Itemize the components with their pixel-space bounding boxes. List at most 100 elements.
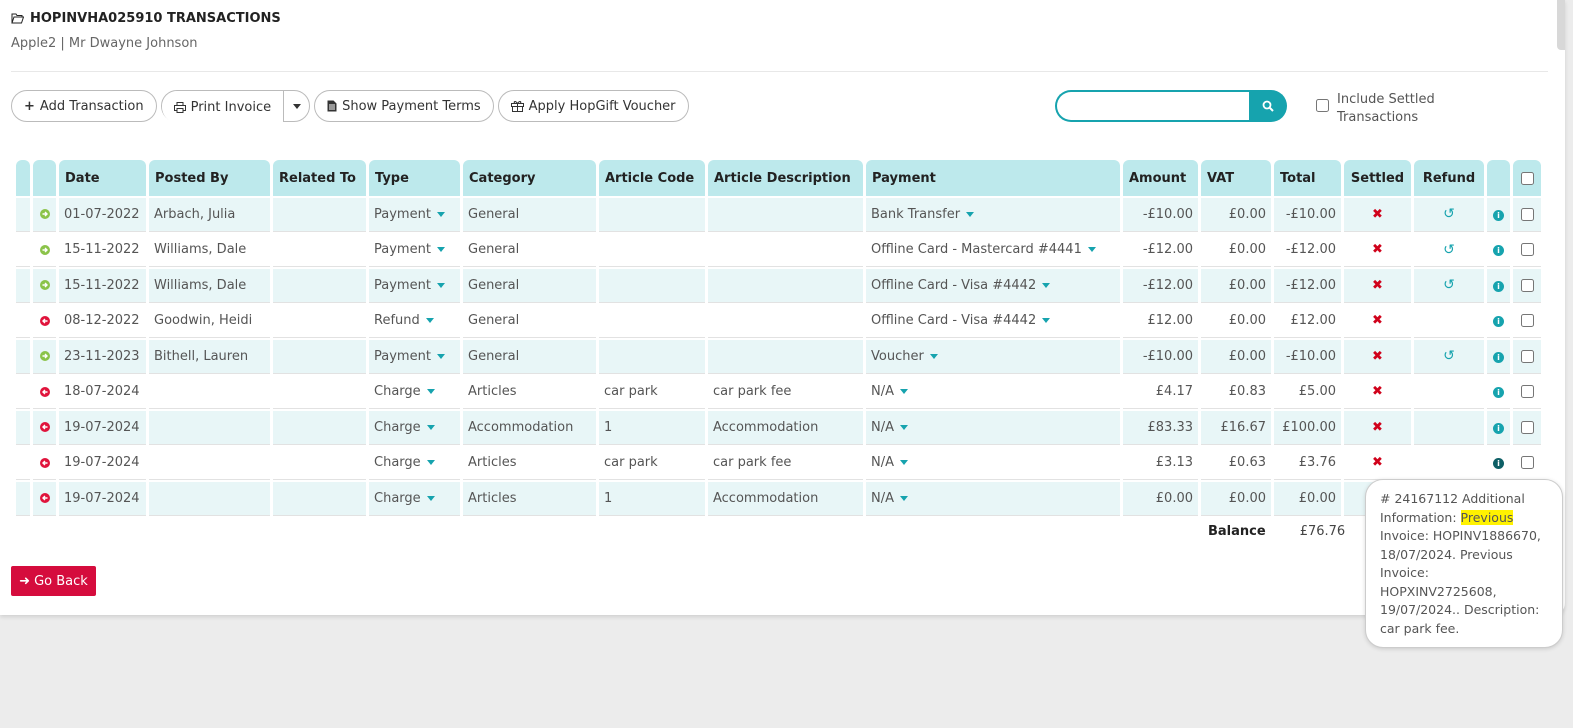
cell-article-code: car park: [599, 446, 705, 480]
payment-dropdown[interactable]: Offline Card - Visa #4442: [866, 304, 1120, 338]
col-article-description[interactable]: Article Description: [708, 160, 863, 196]
cell-posted-by: [149, 375, 270, 409]
cell-related-to: [273, 304, 366, 338]
caret-down-icon: [426, 389, 435, 395]
info-icon[interactable]: i: [1493, 387, 1504, 399]
undo-icon[interactable]: ↺: [1443, 206, 1455, 223]
select-cell: [1513, 304, 1541, 338]
col-settled[interactable]: Settled: [1344, 160, 1411, 196]
caret-down-icon: [436, 353, 445, 359]
print-options-dropdown[interactable]: [283, 91, 309, 121]
cell-total: -£12.00: [1274, 269, 1341, 303]
row-checkbox[interactable]: [1520, 278, 1534, 292]
type-dropdown[interactable]: Charge: [369, 375, 460, 409]
row-checkbox[interactable]: [1520, 456, 1534, 470]
refund-cell: ↺: [1414, 269, 1484, 303]
col-date[interactable]: Date: [59, 160, 146, 196]
col-total[interactable]: Total: [1274, 160, 1341, 196]
title-text: HOPINVHA025910 TRANSACTIONS: [30, 11, 281, 26]
col-related-to[interactable]: Related To: [273, 160, 366, 196]
type-dropdown[interactable]: Payment: [369, 269, 460, 303]
row-checkbox[interactable]: [1520, 349, 1534, 363]
info-cell: i: [1487, 304, 1510, 338]
x-mark-icon: ✖: [1372, 277, 1383, 293]
go-back-button[interactable]: ➜ Go Back: [11, 566, 96, 596]
info-icon[interactable]: i: [1493, 422, 1504, 434]
col-category[interactable]: Category: [463, 160, 596, 196]
cell-amount: -£10.00: [1123, 340, 1198, 374]
type-dropdown[interactable]: Charge: [369, 446, 460, 480]
row-checkbox[interactable]: [1520, 243, 1534, 257]
undo-icon[interactable]: ↺: [1443, 277, 1455, 294]
x-mark-icon: ✖: [1372, 384, 1383, 400]
print-invoice-button[interactable]: Print Invoice: [161, 91, 284, 123]
info-icon[interactable]: i: [1493, 209, 1504, 221]
col-refund[interactable]: Refund: [1414, 160, 1484, 196]
col-amount[interactable]: Amount: [1123, 160, 1198, 196]
payment-dropdown[interactable]: Bank Transfer: [866, 198, 1120, 232]
table-row: 19-07-2024 Charge Articles car park car park…: [16, 446, 1541, 480]
include-settled-checkbox[interactable]: [1316, 99, 1329, 112]
info-icon[interactable]: i: [1493, 458, 1504, 470]
undo-icon[interactable]: ↺: [1443, 348, 1455, 365]
include-settled-toggle[interactable]: Include Settled Transactions: [1316, 91, 1447, 127]
row-checkbox[interactable]: [1520, 385, 1534, 399]
col-posted-by[interactable]: Posted By: [149, 160, 270, 196]
undo-icon[interactable]: ↺: [1443, 241, 1455, 258]
cell-article-code: [599, 269, 705, 303]
add-transaction-button[interactable]: + Add Transaction: [11, 90, 157, 122]
type-dropdown[interactable]: Payment: [369, 340, 460, 374]
cell-category: General: [463, 340, 596, 374]
payment-dropdown[interactable]: N/A: [866, 411, 1120, 445]
type-dropdown[interactable]: Payment: [369, 233, 460, 267]
type-dropdown[interactable]: Payment: [369, 198, 460, 232]
type-dropdown[interactable]: Charge: [369, 482, 460, 516]
payment-dropdown[interactable]: Offline Card - Visa #4442: [866, 269, 1120, 303]
info-icon[interactable]: i: [1493, 316, 1504, 328]
row-checkbox[interactable]: [1520, 420, 1534, 434]
arrow-right-circle-icon: [39, 280, 50, 291]
cell-article-description: [708, 198, 863, 232]
transactions-panel: HOPINVHA025910 TRANSACTIONS Apple2 | Mr …: [0, 0, 1565, 615]
balance-value: £76.76: [1299, 524, 1346, 539]
scrollbar[interactable]: [1557, 0, 1565, 50]
payment-dropdown[interactable]: Offline Card - Mastercard #4441: [866, 233, 1120, 267]
col-vat[interactable]: VAT: [1201, 160, 1271, 196]
info-icon[interactable]: i: [1493, 280, 1504, 292]
arrow-right-circle-icon: [39, 244, 50, 255]
cell-date: 23-11-2023: [59, 340, 146, 374]
type-dropdown[interactable]: Charge: [369, 411, 460, 445]
cell-total: -£10.00: [1274, 198, 1341, 232]
search-icon: [1262, 100, 1274, 112]
payment-dropdown[interactable]: Voucher: [866, 340, 1120, 374]
cell-vat: £0.00: [1201, 340, 1271, 374]
search-button[interactable]: [1249, 90, 1287, 122]
col-article-code[interactable]: Article Code: [599, 160, 705, 196]
payment-dropdown[interactable]: N/A: [866, 482, 1120, 516]
cell-posted-by: Bithell, Lauren: [149, 340, 270, 374]
col-type[interactable]: Type: [369, 160, 460, 196]
type-dropdown[interactable]: Refund: [369, 304, 460, 338]
cell-vat: £0.00: [1201, 198, 1271, 232]
row-checkbox[interactable]: [1520, 207, 1534, 221]
select-all-checkbox[interactable]: [1520, 171, 1534, 185]
search-input[interactable]: [1055, 90, 1249, 122]
cell-date: 19-07-2024: [59, 411, 146, 445]
cell-posted-by: [149, 446, 270, 480]
row-spacer: [16, 340, 30, 374]
cell-date: 15-11-2022: [59, 233, 146, 267]
info-icon[interactable]: i: [1493, 351, 1504, 363]
apply-voucher-button[interactable]: Apply HopGift Voucher: [497, 90, 689, 122]
row-checkbox[interactable]: [1520, 314, 1534, 328]
payment-dropdown[interactable]: N/A: [866, 446, 1120, 480]
info-icon[interactable]: i: [1493, 245, 1504, 257]
row-spacer: [16, 446, 30, 480]
cell-type: Charge: [374, 490, 421, 506]
show-payment-terms-button[interactable]: Show Payment Terms: [314, 90, 494, 122]
col-payment[interactable]: Payment: [866, 160, 1120, 196]
cell-vat: £0.00: [1201, 233, 1271, 267]
payment-dropdown[interactable]: N/A: [866, 375, 1120, 409]
col-select: [1513, 160, 1541, 196]
cell-article-code: [599, 198, 705, 232]
caret-down-icon: [425, 318, 434, 324]
